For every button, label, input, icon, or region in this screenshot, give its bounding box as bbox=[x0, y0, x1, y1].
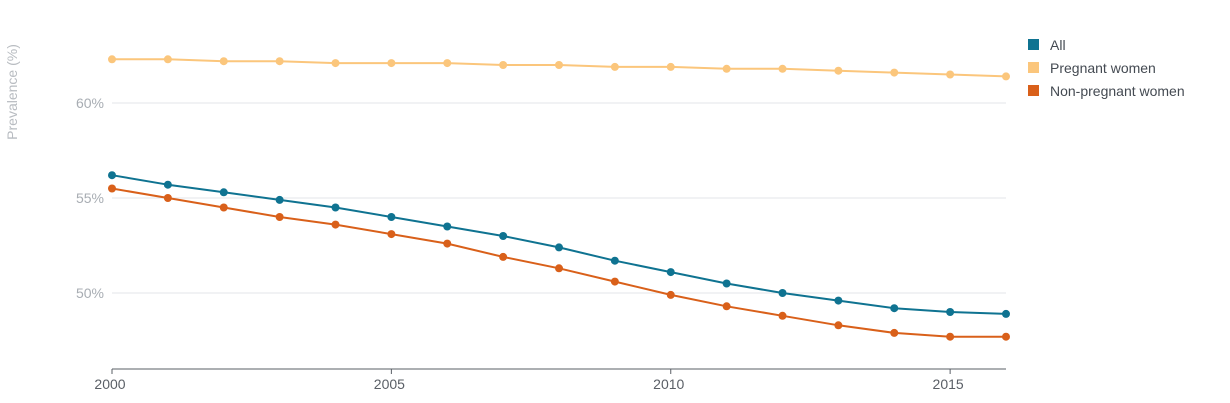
data-point[interactable] bbox=[499, 232, 508, 240]
data-point[interactable] bbox=[499, 61, 508, 69]
series-line bbox=[111, 187, 1006, 338]
series-non-pregnant-women bbox=[108, 184, 1010, 341]
data-point[interactable] bbox=[946, 308, 955, 316]
data-point[interactable] bbox=[163, 194, 172, 202]
x-tick-label: 2000 bbox=[94, 376, 125, 392]
data-point[interactable] bbox=[666, 268, 675, 277]
data-point[interactable] bbox=[331, 59, 340, 68]
x-axis: 2000 2005 2010 2015 bbox=[94, 368, 1006, 392]
data-point[interactable] bbox=[778, 289, 787, 297]
data-point[interactable] bbox=[722, 279, 731, 288]
data-point[interactable] bbox=[890, 328, 899, 337]
data-point[interactable] bbox=[1002, 309, 1010, 318]
data-point[interactable] bbox=[666, 62, 675, 71]
data-point[interactable] bbox=[722, 64, 731, 73]
y-axis-label: Prevalence (%) bbox=[4, 44, 20, 140]
legend-swatch bbox=[1028, 85, 1039, 96]
data-point[interactable] bbox=[1002, 72, 1010, 81]
data-point[interactable] bbox=[331, 203, 340, 212]
y-tick-label: 55% bbox=[76, 190, 104, 206]
series-all bbox=[108, 171, 1010, 318]
data-point[interactable] bbox=[163, 55, 172, 64]
data-point[interactable] bbox=[890, 304, 899, 313]
legend-item-non-pregnant-women[interactable]: Non-pregnant women bbox=[1028, 79, 1185, 102]
data-point[interactable] bbox=[275, 195, 284, 204]
data-point[interactable] bbox=[946, 332, 955, 341]
data-point[interactable] bbox=[834, 66, 843, 75]
data-point[interactable] bbox=[834, 296, 843, 305]
data-point[interactable] bbox=[443, 222, 452, 231]
y-tick-label: 60% bbox=[76, 95, 104, 111]
legend: All Pregnant women Non-pregnant women bbox=[1028, 33, 1185, 102]
data-point[interactable] bbox=[555, 264, 563, 273]
data-point[interactable] bbox=[108, 184, 116, 193]
data-point[interactable] bbox=[387, 213, 396, 221]
data-point[interactable] bbox=[610, 62, 619, 71]
data-point[interactable] bbox=[219, 203, 228, 212]
legend-swatch bbox=[1028, 62, 1039, 73]
data-point[interactable] bbox=[778, 311, 787, 320]
legend-label: Pregnant women bbox=[1050, 59, 1156, 76]
data-point[interactable] bbox=[219, 188, 228, 197]
data-point[interactable] bbox=[946, 70, 955, 79]
data-point[interactable] bbox=[555, 243, 563, 252]
data-point[interactable] bbox=[890, 68, 899, 77]
x-tick-label: 2015 bbox=[933, 376, 964, 392]
data-point[interactable] bbox=[499, 252, 508, 261]
legend-label: Non-pregnant women bbox=[1050, 82, 1185, 99]
series-layer bbox=[108, 55, 1010, 341]
data-point[interactable] bbox=[555, 61, 563, 69]
y-axis: 50% 55% 60% bbox=[76, 95, 104, 301]
data-point[interactable] bbox=[275, 213, 284, 221]
data-point[interactable] bbox=[108, 55, 116, 64]
data-point[interactable] bbox=[108, 171, 116, 180]
legend-label: All bbox=[1050, 36, 1066, 53]
data-point[interactable] bbox=[778, 64, 787, 73]
data-point[interactable] bbox=[443, 59, 452, 68]
data-point[interactable] bbox=[443, 239, 452, 248]
data-point[interactable] bbox=[834, 321, 843, 330]
x-tick-label: 2010 bbox=[653, 376, 684, 392]
data-point[interactable] bbox=[610, 256, 619, 265]
series-pregnant-women bbox=[108, 55, 1010, 81]
legend-item-pregnant-women[interactable]: Pregnant women bbox=[1028, 56, 1185, 79]
y-tick-label: 50% bbox=[76, 285, 104, 301]
data-point[interactable] bbox=[219, 57, 228, 66]
data-point[interactable] bbox=[666, 290, 675, 299]
data-point[interactable] bbox=[331, 220, 340, 229]
data-point[interactable] bbox=[275, 57, 284, 66]
data-point[interactable] bbox=[163, 180, 172, 189]
data-point[interactable] bbox=[722, 302, 731, 311]
data-point[interactable] bbox=[1002, 332, 1010, 341]
x-tick-label: 2005 bbox=[374, 376, 405, 392]
legend-swatch bbox=[1028, 39, 1039, 50]
data-point[interactable] bbox=[387, 59, 396, 68]
data-point[interactable] bbox=[387, 230, 396, 239]
data-point[interactable] bbox=[610, 277, 619, 286]
legend-item-all[interactable]: All bbox=[1028, 33, 1185, 56]
